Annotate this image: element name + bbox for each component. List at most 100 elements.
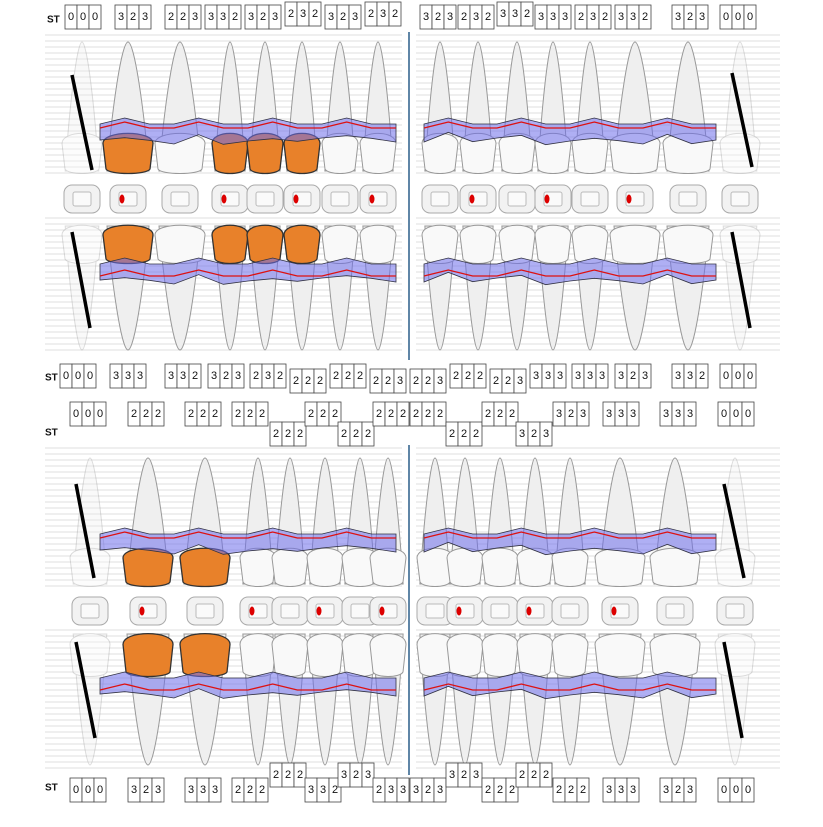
probing-depth: 2 — [509, 784, 515, 796]
tooth — [271, 457, 309, 587]
tooth — [662, 224, 714, 351]
tooth — [61, 41, 103, 174]
tooth — [534, 224, 572, 351]
probing-cell — [88, 4, 102, 30]
probing-depth: 3 — [550, 11, 556, 23]
tooth — [459, 41, 497, 174]
probing-depth: 2 — [485, 784, 491, 796]
probing-depth: 3 — [272, 11, 278, 23]
probing-depth: 2 — [235, 408, 241, 420]
reference-line — [74, 641, 97, 739]
occlusal-surface — [678, 191, 698, 207]
probing-cell — [683, 777, 697, 803]
tooth-crown — [498, 224, 536, 264]
gum-line — [423, 269, 716, 277]
reference-line — [730, 231, 752, 329]
probing-depth: 2 — [273, 769, 279, 781]
tooth — [719, 224, 761, 351]
probing-cell — [743, 363, 757, 389]
probing-cell — [188, 363, 202, 389]
tooth-crown — [246, 224, 284, 265]
probing-cell — [293, 762, 307, 788]
tooth — [649, 633, 701, 766]
probing-depth: 2 — [373, 375, 379, 387]
tooth — [211, 224, 249, 351]
probing-depth: 3 — [212, 784, 218, 796]
occlusal-mark — [611, 606, 617, 616]
tooth-crown — [714, 547, 756, 587]
occlusal-mark — [456, 606, 462, 616]
occlusal-mark — [316, 606, 322, 616]
occlusal-mark — [526, 606, 532, 616]
tooth-crown — [516, 547, 554, 587]
probing-cell — [83, 363, 97, 389]
tooth — [321, 41, 359, 174]
tooth — [69, 457, 111, 587]
tooth-crown — [69, 547, 111, 587]
probing-cell — [558, 4, 572, 30]
probing-cell — [151, 401, 165, 427]
tooth-crown — [359, 224, 397, 264]
probing-depth: 2 — [435, 11, 441, 23]
probing-depth: 3 — [437, 784, 443, 796]
tooth-crown — [306, 547, 344, 587]
probing-cell — [520, 1, 534, 27]
probing-depth: 2 — [580, 784, 586, 796]
tooth — [534, 41, 572, 174]
tooth — [416, 457, 454, 587]
tooth — [271, 633, 309, 766]
tooth — [498, 224, 536, 351]
probing-depth: 2 — [578, 11, 584, 23]
reference-line — [722, 641, 744, 739]
tooth — [662, 41, 714, 174]
probing-depth: 2 — [353, 428, 359, 440]
probing-depth: 2 — [143, 408, 149, 420]
occlusal-surface — [665, 603, 685, 619]
probing-depth: 0 — [68, 11, 74, 23]
probing-depth: 2 — [568, 408, 574, 420]
tooth — [179, 457, 231, 588]
probing-depth: 3 — [642, 370, 648, 382]
probing-depth: 3 — [142, 11, 148, 23]
probing-depth: 3 — [113, 370, 119, 382]
probing-depth: 3 — [543, 428, 549, 440]
probing-depth: 3 — [388, 784, 394, 796]
probing-depth: 2 — [297, 428, 303, 440]
probing-depth: 0 — [80, 11, 86, 23]
probing-cell — [638, 363, 652, 389]
probing-depth: 0 — [85, 408, 91, 420]
tooth — [551, 633, 589, 766]
tooth — [283, 224, 321, 351]
probing-depth: 2 — [253, 370, 259, 382]
probing-depth: 2 — [260, 11, 266, 23]
tooth — [481, 457, 519, 587]
tooth-crown — [649, 547, 701, 587]
tooth — [481, 633, 519, 766]
tooth-root — [722, 225, 758, 351]
occlusal-surface — [490, 603, 510, 619]
tooth-root — [717, 457, 753, 585]
probing-cell — [353, 363, 367, 389]
probing-depth: 3 — [533, 370, 539, 382]
probing-depth: 2 — [477, 370, 483, 382]
probing-depth: 3 — [352, 11, 358, 23]
probing-depth: 0 — [97, 408, 103, 420]
probing-depth: 2 — [461, 769, 467, 781]
occlusal-mark — [369, 194, 375, 204]
probing-depth: 3 — [400, 784, 406, 796]
probing-cell — [741, 401, 755, 427]
